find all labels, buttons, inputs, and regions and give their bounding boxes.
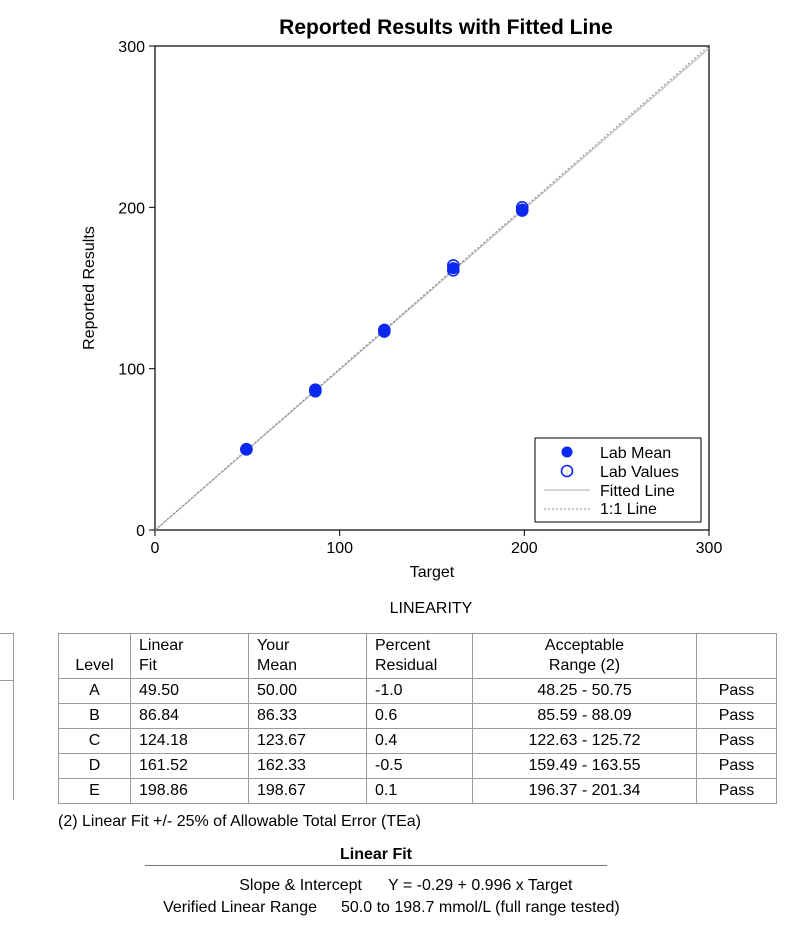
header-level: Level bbox=[58, 633, 131, 679]
cell-range: 85.59 - 88.09 bbox=[472, 703, 697, 729]
linearity-table: Level Linear Fit Your Mean Percent Residual… bbox=[58, 633, 777, 804]
cell-range: 159.49 - 163.55 bbox=[472, 753, 697, 779]
x-tick-label: 100 bbox=[326, 540, 353, 557]
linear-range-value: 50.0 to 198.7 mmol/L (full range tested) bbox=[341, 899, 620, 916]
chart-title: Reported Results with Fitted Line bbox=[279, 16, 613, 39]
x-tick-label: 200 bbox=[511, 540, 538, 557]
table-row: B 86.84 86.33 0.6 85.59 - 88.09 Pass bbox=[58, 703, 777, 729]
table-footnote: (2) Linear Fit +/- 25% of Allowable Tota… bbox=[58, 813, 421, 830]
slope-intercept-value: Y = -0.29 + 0.996 x Target bbox=[388, 877, 573, 894]
cell-result: Pass bbox=[696, 728, 777, 754]
cell-result: Pass bbox=[696, 678, 777, 704]
cell-your-mean: 123.67 bbox=[248, 728, 367, 754]
lab-value-point bbox=[515, 201, 529, 214]
data-points bbox=[240, 201, 529, 456]
legend-marker-lab-mean bbox=[561, 446, 573, 458]
x-tick-label: 300 bbox=[696, 540, 723, 557]
cell-linear-fit: 124.18 bbox=[130, 728, 249, 754]
legend: Lab Mean Lab Values Fitted Line 1:1 Line bbox=[534, 437, 702, 523]
header-linear-fit: Linear Fit bbox=[130, 633, 249, 679]
table-row: E 198.86 198.67 0.1 196.37 - 201.34 Pass bbox=[58, 778, 777, 804]
legend-marker-lab-values bbox=[560, 464, 574, 478]
cell-residual: 0.4 bbox=[366, 728, 473, 754]
cell-result: Pass bbox=[696, 703, 777, 729]
cell-range: 48.25 - 50.75 bbox=[472, 678, 697, 704]
cell-result: Pass bbox=[696, 778, 777, 804]
cell-residual: -1.0 bbox=[366, 678, 473, 704]
lab-value-point bbox=[378, 323, 391, 337]
linear-fit-rule bbox=[145, 865, 607, 866]
header-result bbox=[696, 633, 777, 679]
cell-your-mean: 162.33 bbox=[248, 753, 367, 779]
y-tick-label: 100 bbox=[118, 362, 145, 379]
table-header-row: Level Linear Fit Your Mean Percent Residual… bbox=[58, 633, 777, 679]
left-stub-rule-side bbox=[13, 633, 14, 800]
legend-label-lab-mean: Lab Mean bbox=[600, 445, 671, 462]
cell-level: E bbox=[58, 778, 131, 804]
cell-residual: 0.1 bbox=[366, 778, 473, 804]
cell-residual: 0.6 bbox=[366, 703, 473, 729]
left-stub-rule-mid bbox=[0, 680, 14, 681]
identity-line bbox=[154, 45, 710, 531]
table-row: A 49.50 50.00 -1.0 48.25 - 50.75 Pass bbox=[58, 678, 777, 704]
cell-level: A bbox=[58, 678, 131, 704]
linearity-title: LINEARITY bbox=[389, 600, 473, 617]
y-axis: 0 100 200 300 bbox=[118, 39, 155, 540]
cell-range: 122.63 - 125.72 bbox=[472, 728, 697, 754]
cell-linear-fit: 49.50 bbox=[130, 678, 249, 704]
lab-value-point bbox=[515, 204, 529, 217]
y-tick-label: 300 bbox=[118, 39, 145, 56]
cell-range: 196.37 - 201.34 bbox=[472, 778, 697, 804]
cell-your-mean: 198.67 bbox=[248, 778, 367, 804]
slope-intercept-label: Slope & Intercept bbox=[239, 877, 362, 894]
left-stub-rule-top bbox=[0, 633, 14, 634]
y-tick-label: 200 bbox=[118, 200, 145, 217]
scatter-chart: Reported Results with Fitted Line 0 100 20… bbox=[81, 16, 723, 581]
cell-level: B bbox=[58, 703, 131, 729]
cell-level: D bbox=[58, 753, 131, 779]
cell-linear-fit: 198.86 bbox=[130, 778, 249, 804]
legend-label-fitted-line: Fitted Line bbox=[600, 483, 675, 500]
legend-label-identity-line: 1:1 Line bbox=[600, 501, 657, 518]
cell-residual: -0.5 bbox=[366, 753, 473, 779]
table-row: C 124.18 123.67 0.4 122.63 - 125.72 Pass bbox=[58, 728, 777, 754]
y-tick-label: 0 bbox=[136, 523, 145, 540]
lab-value-point bbox=[240, 443, 253, 456]
cell-your-mean: 50.00 bbox=[248, 678, 367, 704]
cell-linear-fit: 161.52 bbox=[130, 753, 249, 779]
header-your-mean: Your Mean bbox=[248, 633, 367, 679]
cell-level: C bbox=[58, 728, 131, 754]
cell-linear-fit: 86.84 bbox=[130, 703, 249, 729]
cell-result: Pass bbox=[696, 753, 777, 779]
x-tick-label: 0 bbox=[151, 540, 160, 557]
lab-value-point bbox=[446, 259, 460, 272]
x-axis-label: Target bbox=[410, 564, 455, 581]
y-axis-label: Reported Results bbox=[81, 226, 98, 350]
cell-your-mean: 86.33 bbox=[248, 703, 367, 729]
lab-value-point bbox=[446, 263, 460, 277]
linear-fit-title: Linear Fit bbox=[339, 846, 412, 863]
lab-value-point bbox=[309, 383, 322, 396]
linear-range-label: Verified Linear Range bbox=[163, 899, 317, 916]
legend-label-lab-values: Lab Values bbox=[600, 464, 679, 481]
header-acceptable-range: Acceptable Range (2) bbox=[472, 633, 697, 679]
x-axis: 0 100 200 300 bbox=[151, 530, 723, 557]
header-percent-residual: Percent Residual bbox=[366, 633, 473, 679]
table-row: D 161.52 162.33 -0.5 159.49 - 163.55 Pas… bbox=[58, 753, 777, 779]
